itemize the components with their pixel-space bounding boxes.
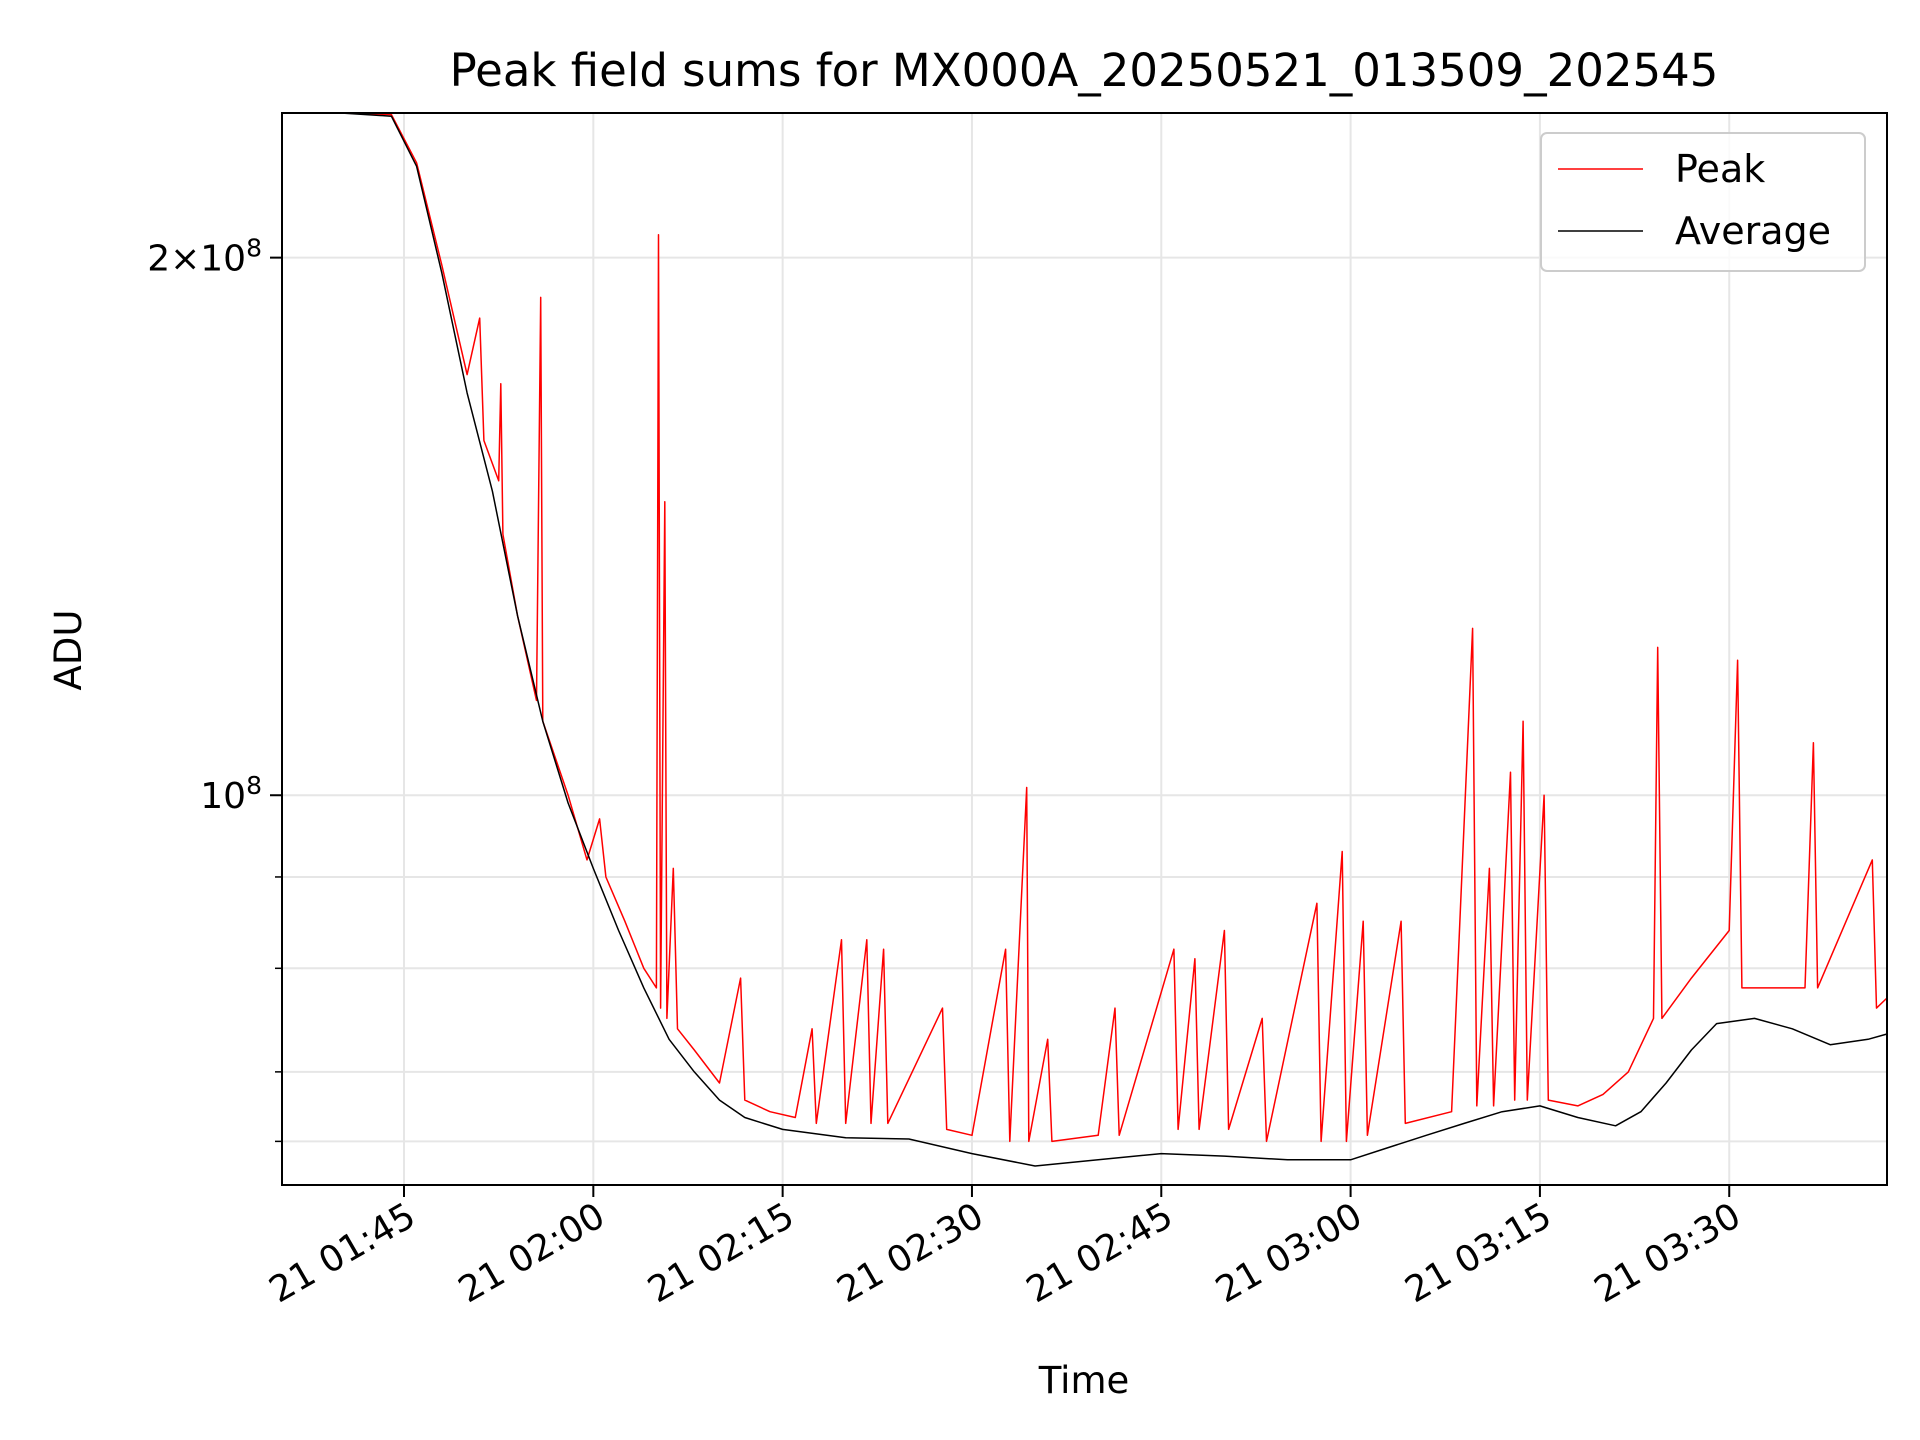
y-axis: 108 2×108 — [147, 233, 282, 1143]
grid-layer — [282, 113, 1887, 1185]
legend-label-average: Average — [1675, 209, 1831, 253]
legend-box — [1540, 132, 1866, 272]
x-tick-label: 21 03:15 — [1398, 1195, 1558, 1311]
x-tick-label: 21 02:45 — [1020, 1195, 1180, 1311]
x-tick-label: 21 03:00 — [1209, 1195, 1369, 1311]
x-axis-label: Time — [1038, 1359, 1130, 1402]
x-axis: 21 01:45 21 02:00 21 02:15 21 02:30 21 02:45… — [263, 1185, 1748, 1311]
y-axis-label: ADU — [47, 610, 90, 691]
x-tick-label: 21 03:30 — [1588, 1195, 1748, 1311]
x-tick-label: 21 02:30 — [831, 1195, 991, 1311]
series-line-average — [282, 112, 1888, 1167]
y-tick-label: 108 — [200, 771, 262, 818]
series-layer — [282, 112, 1888, 1167]
x-tick-label: 21 02:00 — [452, 1195, 612, 1311]
y-tick-label: 2×108 — [147, 233, 262, 280]
legend: Peak Average — [1540, 132, 1866, 272]
plot-frame — [281, 112, 1888, 1186]
x-tick-label: 21 02:15 — [641, 1195, 801, 1311]
chart-title: Peak field sums for MX000A_20250521_0135… — [450, 44, 1719, 97]
series-line-peak — [282, 112, 1888, 1143]
x-tick-label: 21 01:45 — [263, 1195, 423, 1311]
legend-label-peak: Peak — [1675, 147, 1765, 191]
